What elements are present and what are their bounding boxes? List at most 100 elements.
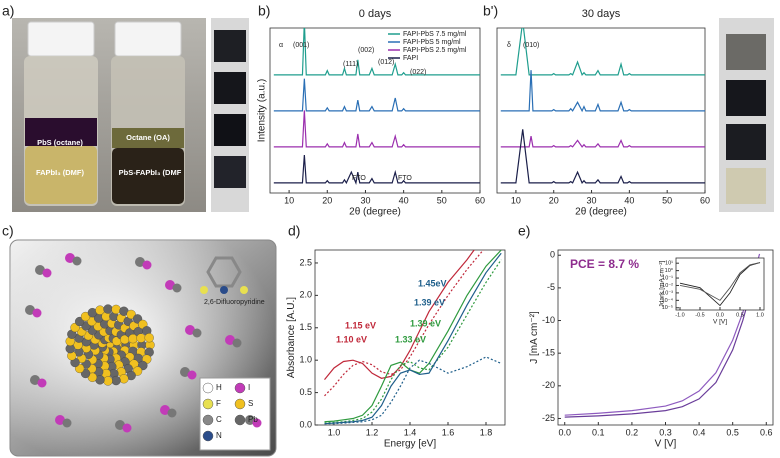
ligand <box>160 405 170 415</box>
series-line <box>679 262 761 307</box>
x-tick-label: 10 <box>511 195 521 205</box>
legend-label: N <box>216 431 222 440</box>
annotation: 1.33 eV <box>395 334 426 344</box>
legend-swatch <box>234 398 246 410</box>
ligand <box>32 308 42 318</box>
legend-label: FAPI-PbS 5 mg/ml <box>403 39 461 46</box>
legend-label: Pb <box>248 415 258 424</box>
annotation: FTO <box>352 175 366 182</box>
y-tick-label: 2.5 <box>299 257 312 267</box>
x-tick-label: 30 <box>587 195 597 205</box>
y-tick-label: -25 <box>542 413 555 423</box>
annotation: 1.10 eV <box>336 334 367 344</box>
atom <box>103 376 113 386</box>
y-tick-label: 10⁻² <box>662 283 673 289</box>
series-line <box>324 252 502 425</box>
plot-area <box>675 257 765 311</box>
annotation: PCE = 8.7 % <box>570 257 639 271</box>
series-line <box>500 70 705 113</box>
x-tick-label: -0.5 <box>695 312 704 318</box>
annotation: α <box>279 42 283 49</box>
x-tick-label: 20 <box>549 195 559 205</box>
y-axis-label: Jdark [mA cm⁻²] <box>658 260 665 307</box>
y-tick-label: -5 <box>547 282 555 292</box>
subtitle: 30 days <box>582 8 621 20</box>
legend-swatch <box>202 430 214 442</box>
y-tick-label: 0.5 <box>299 387 312 397</box>
ligand <box>65 253 75 263</box>
x-tick-label: 20 <box>322 195 332 205</box>
legend-label: FAPI-PbS 2.5 mg/ml <box>403 47 467 54</box>
y-tick-label: -10 <box>542 315 555 325</box>
molecule-label: 2,6-Difluoropyridine <box>204 299 265 306</box>
legend-label: FAPI-PbS 7.5 mg/ml <box>403 31 467 38</box>
y-tick-label: 2.0 <box>299 290 312 300</box>
legend-label: C <box>216 415 222 424</box>
ligand <box>35 265 45 275</box>
series-line <box>273 110 480 148</box>
y-tick-label: -15 <box>542 348 555 358</box>
legend-swatch <box>234 382 246 394</box>
x-tick-label: 40 <box>624 195 634 205</box>
series-line <box>500 129 705 184</box>
series-line <box>273 78 480 112</box>
x-tick-label: 0.0 <box>716 312 724 318</box>
legend-label: FAPI <box>403 55 418 62</box>
legend-swatch <box>202 398 214 410</box>
film-photos <box>211 18 774 212</box>
ligand <box>37 378 47 388</box>
atom <box>111 304 121 315</box>
panel-label: a) <box>2 3 14 19</box>
panel-label: e) <box>518 223 530 239</box>
y-axis-label: Absorbance [A.U.] <box>286 297 297 378</box>
x-tick-label: 1.6 <box>442 427 455 437</box>
ligand <box>225 335 235 345</box>
x-tick-label: -1.0 <box>675 312 684 318</box>
ligand <box>245 415 255 425</box>
x-tick-label: 0.6 <box>760 427 773 437</box>
annotation: (012) <box>378 59 394 66</box>
annotation: 1.39 eV <box>410 318 441 328</box>
y-axis-label: J [mA cm⁻²] <box>529 311 540 364</box>
panel-label: c) <box>2 223 14 239</box>
y-tick-label: 1.5 <box>299 322 312 332</box>
annotation: (111) <box>343 61 358 68</box>
annotation: (002) <box>358 47 374 54</box>
annotation: 1.39 eV <box>414 297 445 307</box>
x-tick-label: 60 <box>700 195 710 205</box>
photo-label: Octane (OA) <box>126 133 170 142</box>
x-tick-label: 0.5 <box>736 312 744 318</box>
y-tick-label: 10⁰ <box>665 267 674 274</box>
x-tick-label: 0.2 <box>626 427 639 437</box>
annotation: (022) <box>410 69 426 76</box>
y-tick-label: 0 <box>550 250 555 260</box>
atom <box>119 374 129 384</box>
series-line <box>324 259 502 424</box>
photo-label: PbS-FAPbI₃ (DMF <box>119 168 182 177</box>
series-line <box>500 28 705 77</box>
panel-label: d) <box>288 223 300 239</box>
atom <box>111 375 121 386</box>
x-tick-label: 1.0 <box>756 312 764 318</box>
atom <box>126 309 136 320</box>
x-tick-label: 40 <box>399 195 409 205</box>
series-line <box>500 136 705 148</box>
x-tick-label: 0.3 <box>659 427 672 437</box>
x-axis-label: V [V] <box>655 439 677 450</box>
x-tick-label: 0.4 <box>693 427 706 437</box>
x-tick-label: 1.0 <box>328 427 341 437</box>
ligand <box>165 280 175 290</box>
ligand <box>232 338 242 348</box>
y-tick-label: 10⁻³ <box>662 290 673 296</box>
x-tick-label: 50 <box>662 195 672 205</box>
ligand <box>30 375 40 385</box>
series-line <box>273 28 480 76</box>
y-tick-label: 10⁻⁴ <box>662 297 674 304</box>
atom <box>132 366 143 376</box>
y-tick-label: 1.0 <box>299 355 312 365</box>
subtitle: 0 days <box>359 8 392 20</box>
ligand <box>252 418 262 428</box>
atom <box>103 304 113 314</box>
ligand <box>55 415 65 425</box>
